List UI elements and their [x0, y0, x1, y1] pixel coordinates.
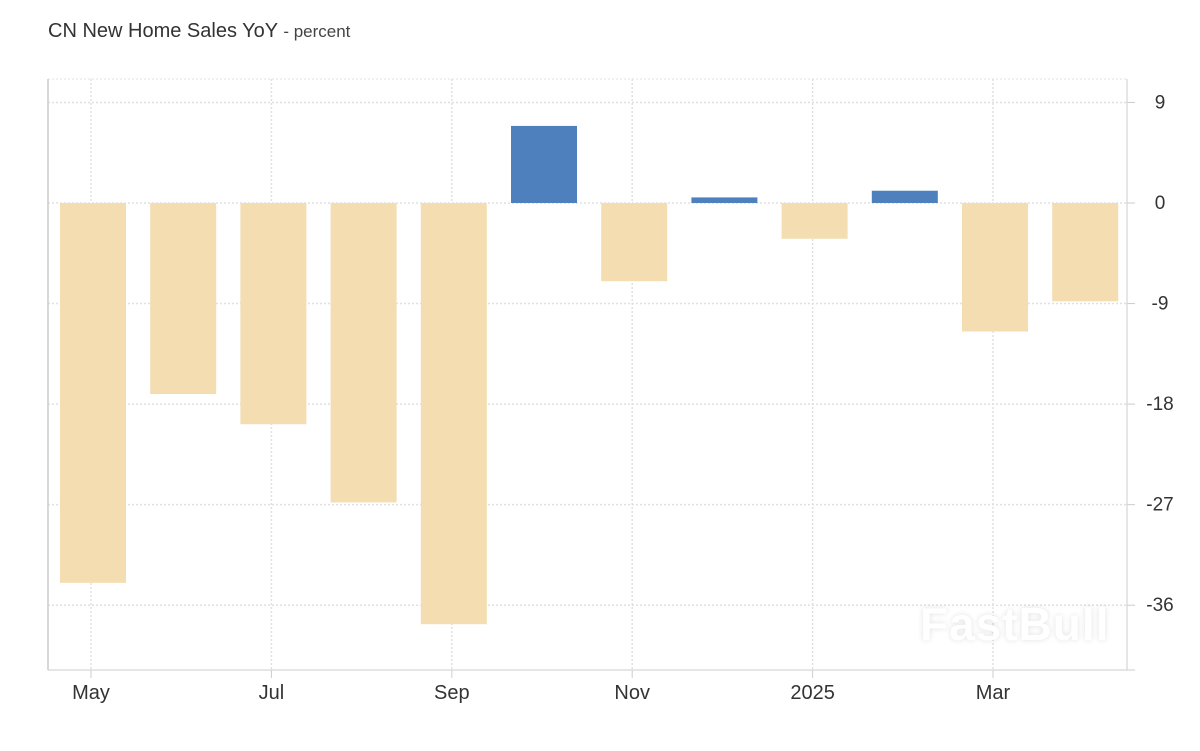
bar-feb-2025	[871, 190, 938, 204]
bar-jan-2025	[781, 203, 848, 239]
bar-sep-2024	[420, 203, 487, 625]
x-tick-label: Sep	[434, 682, 470, 704]
x-tick-label: May	[72, 682, 110, 704]
y-tick-label: -27	[1146, 495, 1173, 516]
bar-jul-2024	[240, 203, 307, 425]
y-tick-label: -18	[1146, 394, 1173, 415]
x-tick-label: Nov	[614, 682, 650, 704]
bar-jun-2024	[150, 203, 217, 395]
unit-label: - percent	[283, 22, 351, 41]
bar-mar-2025	[962, 203, 1028, 332]
bar-oct-2024	[511, 125, 577, 204]
bar-aug-2024	[330, 203, 397, 503]
title-text: CN New Home Sales YoY	[48, 20, 278, 42]
x-tick-label: Mar	[976, 682, 1011, 704]
bar-may-2024	[60, 203, 126, 583]
x-tick-label: 2025	[790, 682, 835, 704]
bar-dec-2024	[691, 197, 758, 204]
y-tick-label: 9	[1155, 92, 1166, 113]
bar-apr-2025	[1052, 203, 1119, 302]
x-tick-label: Jul	[259, 682, 285, 704]
chart-title: CN New Home Sales YoY - percent	[48, 20, 350, 43]
y-tick-label: -9	[1152, 294, 1169, 315]
y-tick-label: -36	[1146, 595, 1173, 616]
y-tick-label: 0	[1155, 193, 1166, 214]
bar-nov-2024	[601, 203, 668, 282]
watermark: FastBull	[920, 598, 1110, 650]
